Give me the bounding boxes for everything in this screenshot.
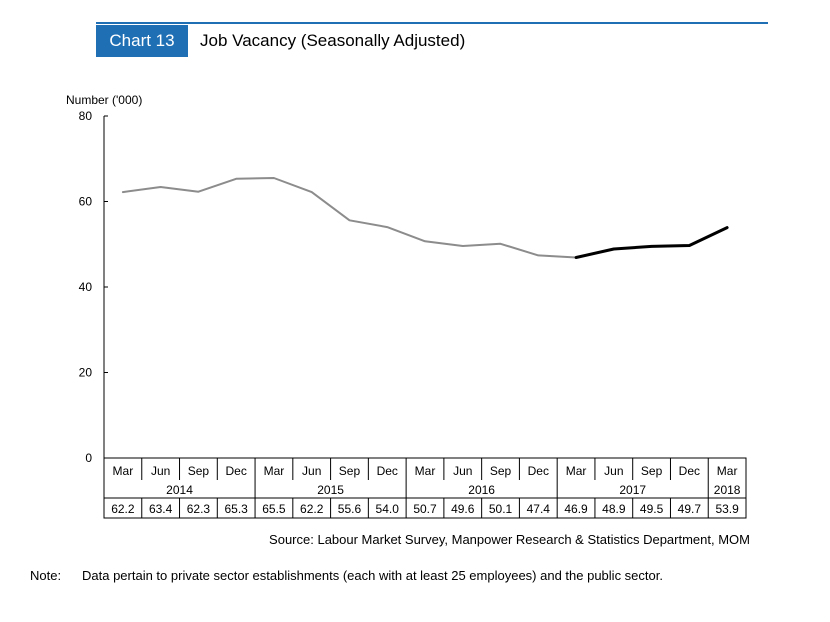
data-label: 65.5 [262,502,286,516]
month-label: Dec [226,464,247,478]
y-tick-label: 40 [79,280,93,294]
year-label: 2015 [317,483,344,497]
data-label: 49.5 [640,502,664,516]
data-label: 48.9 [602,502,626,516]
year-label: 2016 [468,483,495,497]
month-label: Mar [264,464,285,478]
data-label: 63.4 [149,502,173,516]
year-label: 2017 [619,483,646,497]
y-tick-label: 0 [85,451,92,465]
month-label: Jun [151,464,170,478]
data-label: 53.9 [715,502,739,516]
chart-title: Job Vacancy (Seasonally Adjusted) [200,31,466,50]
month-label: Sep [641,464,663,478]
month-label: Sep [339,464,361,478]
month-label: Mar [415,464,436,478]
data-label: 50.7 [413,502,437,516]
data-label: 54.0 [376,502,400,516]
month-label: Mar [566,464,587,478]
data-label: 46.9 [564,502,588,516]
table-border [103,457,747,519]
footnote: Note: Data pertain to private sector esta… [30,568,663,583]
month-label: Jun [302,464,321,478]
y-tick-label: 80 [79,109,93,123]
series-lines [121,177,729,259]
month-label: Dec [528,464,549,478]
month-label: Sep [490,464,512,478]
year-label: 2018 [714,483,741,497]
data-label: 65.3 [224,502,248,516]
data-label: 49.6 [451,502,475,516]
data-label: 50.1 [489,502,513,516]
source-note: Source: Labour Market Survey, Manpower R… [269,532,750,547]
header-rule [96,22,768,24]
month-label: Jun [604,464,623,478]
note-text: Data pertain to private sector establish… [82,568,663,583]
y-axis-label: Number ('000) [66,93,142,107]
month-label: Mar [113,464,134,478]
month-label: Dec [377,464,398,478]
data-label: 55.6 [338,502,362,516]
series-line-2 [574,226,729,259]
month-label: Sep [188,464,210,478]
data-table: 2014 2015 2016 2017 2018 Mar Jun Sep Dec Mar Jun Se… [103,457,747,519]
month-label: Jun [453,464,472,478]
month-label: Dec [679,464,700,478]
data-label: 62.3 [187,502,211,516]
line-chart: Number ('000) 0 20 40 60 80 2014 2015 2016 2017… [66,93,747,519]
axes: 0 20 40 60 80 [79,109,108,465]
data-label: 49.7 [678,502,702,516]
chart-number-badge: Chart 13 [96,25,188,57]
note-label: Note: [30,568,62,583]
year-label: 2014 [166,483,193,497]
series-line-1 [121,177,578,259]
data-label: 47.4 [527,502,551,516]
y-tick-label: 20 [79,366,93,380]
data-label: 62.2 [300,502,324,516]
y-tick-label: 60 [79,195,93,209]
data-label: 62.2 [111,502,135,516]
month-label: Mar [717,464,738,478]
